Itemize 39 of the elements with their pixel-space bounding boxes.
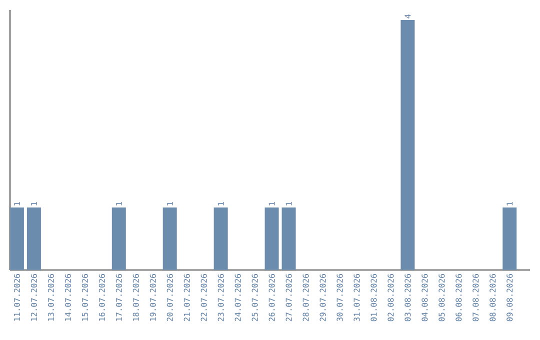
x-tick-label: 22.07.2026 <box>200 274 207 322</box>
x-tick-label: 03.08.2026 <box>404 274 411 322</box>
data-label: 1 <box>14 202 20 206</box>
x-tick-label: 16.07.2026 <box>98 274 105 321</box>
x-tick-label: 06.08.2026 <box>456 274 462 322</box>
x-tick-label: 15.07.2026 <box>82 274 88 321</box>
x-tick-label: 13.07.2026 <box>48 274 54 321</box>
x-tick-label: 25.07.2026 <box>252 274 258 322</box>
x-tick-label: 27.07.2026 <box>286 274 292 322</box>
x-tick-label: 17.07.2026 <box>116 274 122 321</box>
x-tick-label: 11.07.2026 <box>14 274 20 321</box>
x-tick-label: 14.07.2026 <box>64 274 71 321</box>
x-tick-label: 05.08.2026 <box>438 274 445 322</box>
x-tick-label: 29.07.2026 <box>320 274 326 322</box>
x-tick-label: 20.07.2026 <box>166 274 173 322</box>
x-tick-label: 01.08.2026 <box>370 274 377 322</box>
data-label: 1 <box>506 202 513 206</box>
x-tick-label: 12.07.2026 <box>30 274 37 321</box>
x-tick-label: 31.07.2026 <box>354 274 360 322</box>
x-tick-label: 23.07.2026 <box>218 274 224 322</box>
data-label: 1 <box>218 202 224 206</box>
data-label: 1 <box>166 202 173 206</box>
x-tick-label: 09.08.2026 <box>506 274 513 322</box>
x-tick-label: 19.07.2026 <box>150 274 156 321</box>
data-label: 1 <box>286 202 292 206</box>
x-tick-label: 21.07.2026 <box>184 274 190 322</box>
x-tick-label: 07.08.2026 <box>472 274 479 322</box>
x-tick-label: 26.07.2026 <box>268 274 275 322</box>
data-label: 1 <box>31 202 37 206</box>
data-label: 1 <box>268 202 275 206</box>
x-tick-label: 30.07.2026 <box>336 274 343 322</box>
x-tick-label: 08.08.2026 <box>490 274 496 322</box>
x-tick-label: 04.08.2026 <box>422 274 428 322</box>
x-tick-label: 02.08.2026 <box>388 274 394 322</box>
data-label: 1 <box>116 202 122 206</box>
x-tick-label: 24.07.2026 <box>234 274 241 322</box>
x-tick-label: 18.07.2026 <box>132 274 139 321</box>
data-label: 4 <box>404 14 411 18</box>
x-tick-label: 28.07.2026 <box>302 274 309 322</box>
